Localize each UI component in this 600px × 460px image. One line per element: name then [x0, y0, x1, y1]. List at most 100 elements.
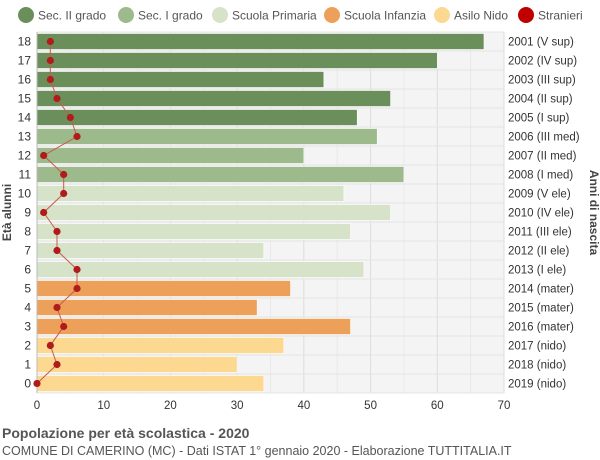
- y-tick-label: 18: [18, 35, 32, 49]
- legend-label: Asilo Nido: [454, 9, 508, 23]
- bar-age-9: [36, 204, 391, 221]
- birth-year-label: 2006 (III med): [508, 132, 580, 144]
- birth-year-label: 2019 (nido): [508, 379, 566, 391]
- chart: 18 2001 (V sup)17 2002 (IV sup)16 2003 (III…: [0, 7, 600, 412]
- x-tick-label: 0: [34, 400, 40, 412]
- x-tick-label: 10: [97, 400, 110, 412]
- y-tick-label: 16: [18, 73, 32, 87]
- y-tick-label: 9: [24, 206, 31, 220]
- x-tick-label: 40: [297, 400, 310, 412]
- y-tick-label: 10: [18, 187, 32, 201]
- legend-label: Scuola Primaria: [232, 9, 317, 23]
- bar-age-15: [36, 90, 391, 107]
- x-tick-label: 30: [231, 400, 244, 412]
- y-tick-label: 6: [24, 263, 31, 277]
- legend-swatch: [18, 7, 34, 23]
- stranieri-point: [60, 170, 68, 179]
- stranieri-point: [40, 208, 48, 217]
- y-tick-label: 1: [24, 358, 31, 372]
- birth-year-label: 2005 (I sup): [508, 113, 570, 125]
- birth-year-label: 2015 (mater): [508, 303, 574, 315]
- bar-age-7: [36, 242, 265, 259]
- stranieri-point: [53, 303, 61, 312]
- y-axis-title-right: Anni di nascita: [587, 170, 600, 256]
- y-tick-label: 2: [24, 339, 31, 353]
- chart-title: Popolazione per età scolastica - 2020: [2, 425, 250, 441]
- y-tick-label: 4: [24, 301, 31, 315]
- stranieri-point: [73, 284, 81, 293]
- y-tick-label: 3: [24, 320, 31, 334]
- birth-year-label: 2011 (III ele): [508, 227, 572, 239]
- legend-swatch: [212, 7, 228, 23]
- bar-age-17: [36, 52, 438, 69]
- stranieri-point: [46, 56, 54, 65]
- stranieri-point: [60, 189, 68, 198]
- legend-label: Scuola Infanzia: [344, 9, 426, 23]
- legend-label: Sec. II grado: [38, 9, 106, 23]
- birth-year-label: 2007 (II med): [508, 151, 577, 163]
- bar-age-16: [36, 71, 325, 88]
- stranieri-point: [53, 360, 61, 369]
- stranieri-point: [53, 246, 61, 255]
- legend-swatch: [324, 7, 340, 23]
- chart-subtitle: COMUNE DI CAMERINO (MC) - Dati ISTAT 1° …: [2, 444, 512, 458]
- stranieri-point: [53, 94, 61, 103]
- bar-age-18: [36, 33, 485, 50]
- y-axis-title-left: Età alunni: [0, 184, 14, 241]
- birth-year-label: 2012 (II ele): [508, 246, 570, 258]
- legend-swatch: [518, 7, 534, 23]
- birth-year-label: 2013 (I ele): [508, 265, 566, 277]
- y-tick-label: 11: [19, 168, 32, 182]
- x-tick-label: 70: [498, 400, 511, 412]
- birth-year-label: 2004 (II sup): [508, 94, 573, 106]
- legend-label: Sec. I grado: [138, 9, 203, 23]
- stranieri-point: [46, 37, 54, 46]
- birth-year-label: 2018 (nido): [508, 360, 566, 372]
- stranieri-point: [46, 75, 54, 84]
- stranieri-point: [33, 379, 41, 388]
- bar-age-10: [36, 185, 345, 202]
- stranieri-point: [73, 132, 81, 141]
- birth-year-label: 2017 (nido): [508, 341, 566, 353]
- bar-age-6: [36, 261, 365, 278]
- bar-age-2: [36, 337, 285, 354]
- y-tick-label: 14: [18, 111, 32, 125]
- legend-swatch: [118, 7, 134, 23]
- x-tick-label: 50: [364, 400, 377, 412]
- legend-swatch: [434, 7, 450, 23]
- bar-age-13: [36, 128, 378, 145]
- y-tick-label: 8: [24, 225, 31, 239]
- birth-year-label: 2008 (I med): [508, 170, 573, 182]
- y-tick-label: 0: [24, 377, 31, 391]
- stranieri-point: [40, 151, 48, 160]
- stranieri-point: [66, 113, 74, 122]
- stranieri-point: [60, 322, 68, 331]
- bar-age-11: [36, 166, 405, 183]
- stranieri-point: [46, 341, 54, 350]
- y-tick-label: 15: [18, 92, 32, 106]
- birth-year-label: 2001 (V sup): [508, 37, 574, 49]
- birth-year-label: 2016 (mater): [508, 322, 574, 334]
- birth-year-label: 2009 (V ele): [508, 189, 571, 201]
- birth-year-label: 2010 (IV ele): [508, 208, 574, 220]
- y-tick-label: 17: [18, 54, 32, 68]
- y-tick-label: 13: [18, 130, 32, 144]
- x-tick-label: 60: [431, 400, 444, 412]
- y-tick-label: 7: [24, 244, 31, 258]
- birth-year-label: 2003 (III sup): [508, 75, 576, 87]
- bar-age-0: [36, 375, 265, 392]
- legend-label: Stranieri: [538, 9, 583, 23]
- stranieri-point: [53, 227, 61, 236]
- bar-age-4: [36, 299, 258, 316]
- bar-age-14: [36, 109, 358, 126]
- x-tick-label: 20: [164, 400, 177, 412]
- bar-age-3: [36, 318, 351, 335]
- y-tick-label: 12: [18, 149, 32, 163]
- bar-age-1: [36, 356, 238, 373]
- bar-age-12: [36, 147, 305, 164]
- birth-year-label: 2002 (IV sup): [508, 56, 577, 68]
- y-tick-label: 5: [24, 282, 31, 296]
- bar-age-8: [36, 223, 351, 240]
- birth-year-label: 2014 (mater): [508, 284, 574, 296]
- stranieri-point: [73, 265, 81, 274]
